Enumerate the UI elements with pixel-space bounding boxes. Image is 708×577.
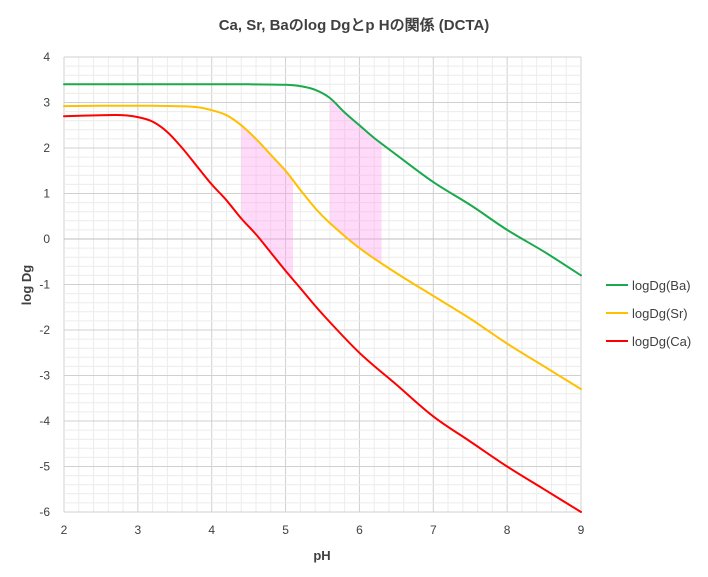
x-tick-label: 3 (135, 523, 142, 537)
y-tick-label: -5 (39, 460, 50, 474)
y-axis-ticks: 4 3 2 1 0 -1 -2 -3 -4 -5 -6 (39, 50, 50, 519)
y-tick-label: 3 (43, 96, 50, 110)
shaded-region-1 (241, 125, 293, 280)
legend-label: logDg(Sr) (632, 306, 688, 321)
y-tick-label: 4 (43, 50, 50, 64)
legend-label: logDg(Ca) (632, 334, 691, 349)
legend-item: logDg(Sr) (606, 306, 688, 321)
y-tick-label: -3 (39, 369, 50, 383)
legend: logDg(Ba) logDg(Sr) logDg(Ca) (606, 278, 691, 349)
series-line-logdgba (63, 83, 582, 277)
x-tick-label: 4 (208, 523, 215, 537)
x-tick-label: 9 (578, 523, 585, 537)
x-tick-label: 6 (356, 523, 363, 537)
x-axis-ticks: 2 3 4 5 6 7 8 9 (61, 523, 585, 537)
y-tick-label: 2 (43, 141, 50, 155)
series-line-logdgsr (63, 104, 582, 391)
y-tick-label: -6 (39, 505, 50, 519)
y-axis-title: log Dg (19, 265, 34, 305)
x-tick-label: 2 (61, 523, 68, 537)
y-tick-label: 0 (43, 232, 50, 246)
shaded-regions (241, 98, 382, 280)
x-tick-label: 8 (504, 523, 511, 537)
grid (63, 56, 582, 513)
legend-item: logDg(Ca) (606, 334, 691, 349)
legend-label: logDg(Ba) (632, 278, 691, 293)
legend-item: logDg(Ba) (606, 278, 691, 293)
shaded-region-2 (329, 98, 382, 264)
series-lines (63, 83, 582, 513)
y-tick-label: -1 (39, 278, 50, 292)
y-tick-label: -2 (39, 323, 50, 337)
y-tick-label: -4 (39, 414, 50, 428)
chart-title: Ca, Sr, Baのlog Dgとp Hの関係 (DCTA) (219, 16, 490, 34)
x-axis-title: pH (313, 548, 330, 563)
y-tick-label: 1 (43, 187, 50, 201)
x-tick-label: 7 (430, 523, 437, 537)
x-tick-label: 5 (282, 523, 289, 537)
series-line-logdgca (63, 114, 582, 513)
